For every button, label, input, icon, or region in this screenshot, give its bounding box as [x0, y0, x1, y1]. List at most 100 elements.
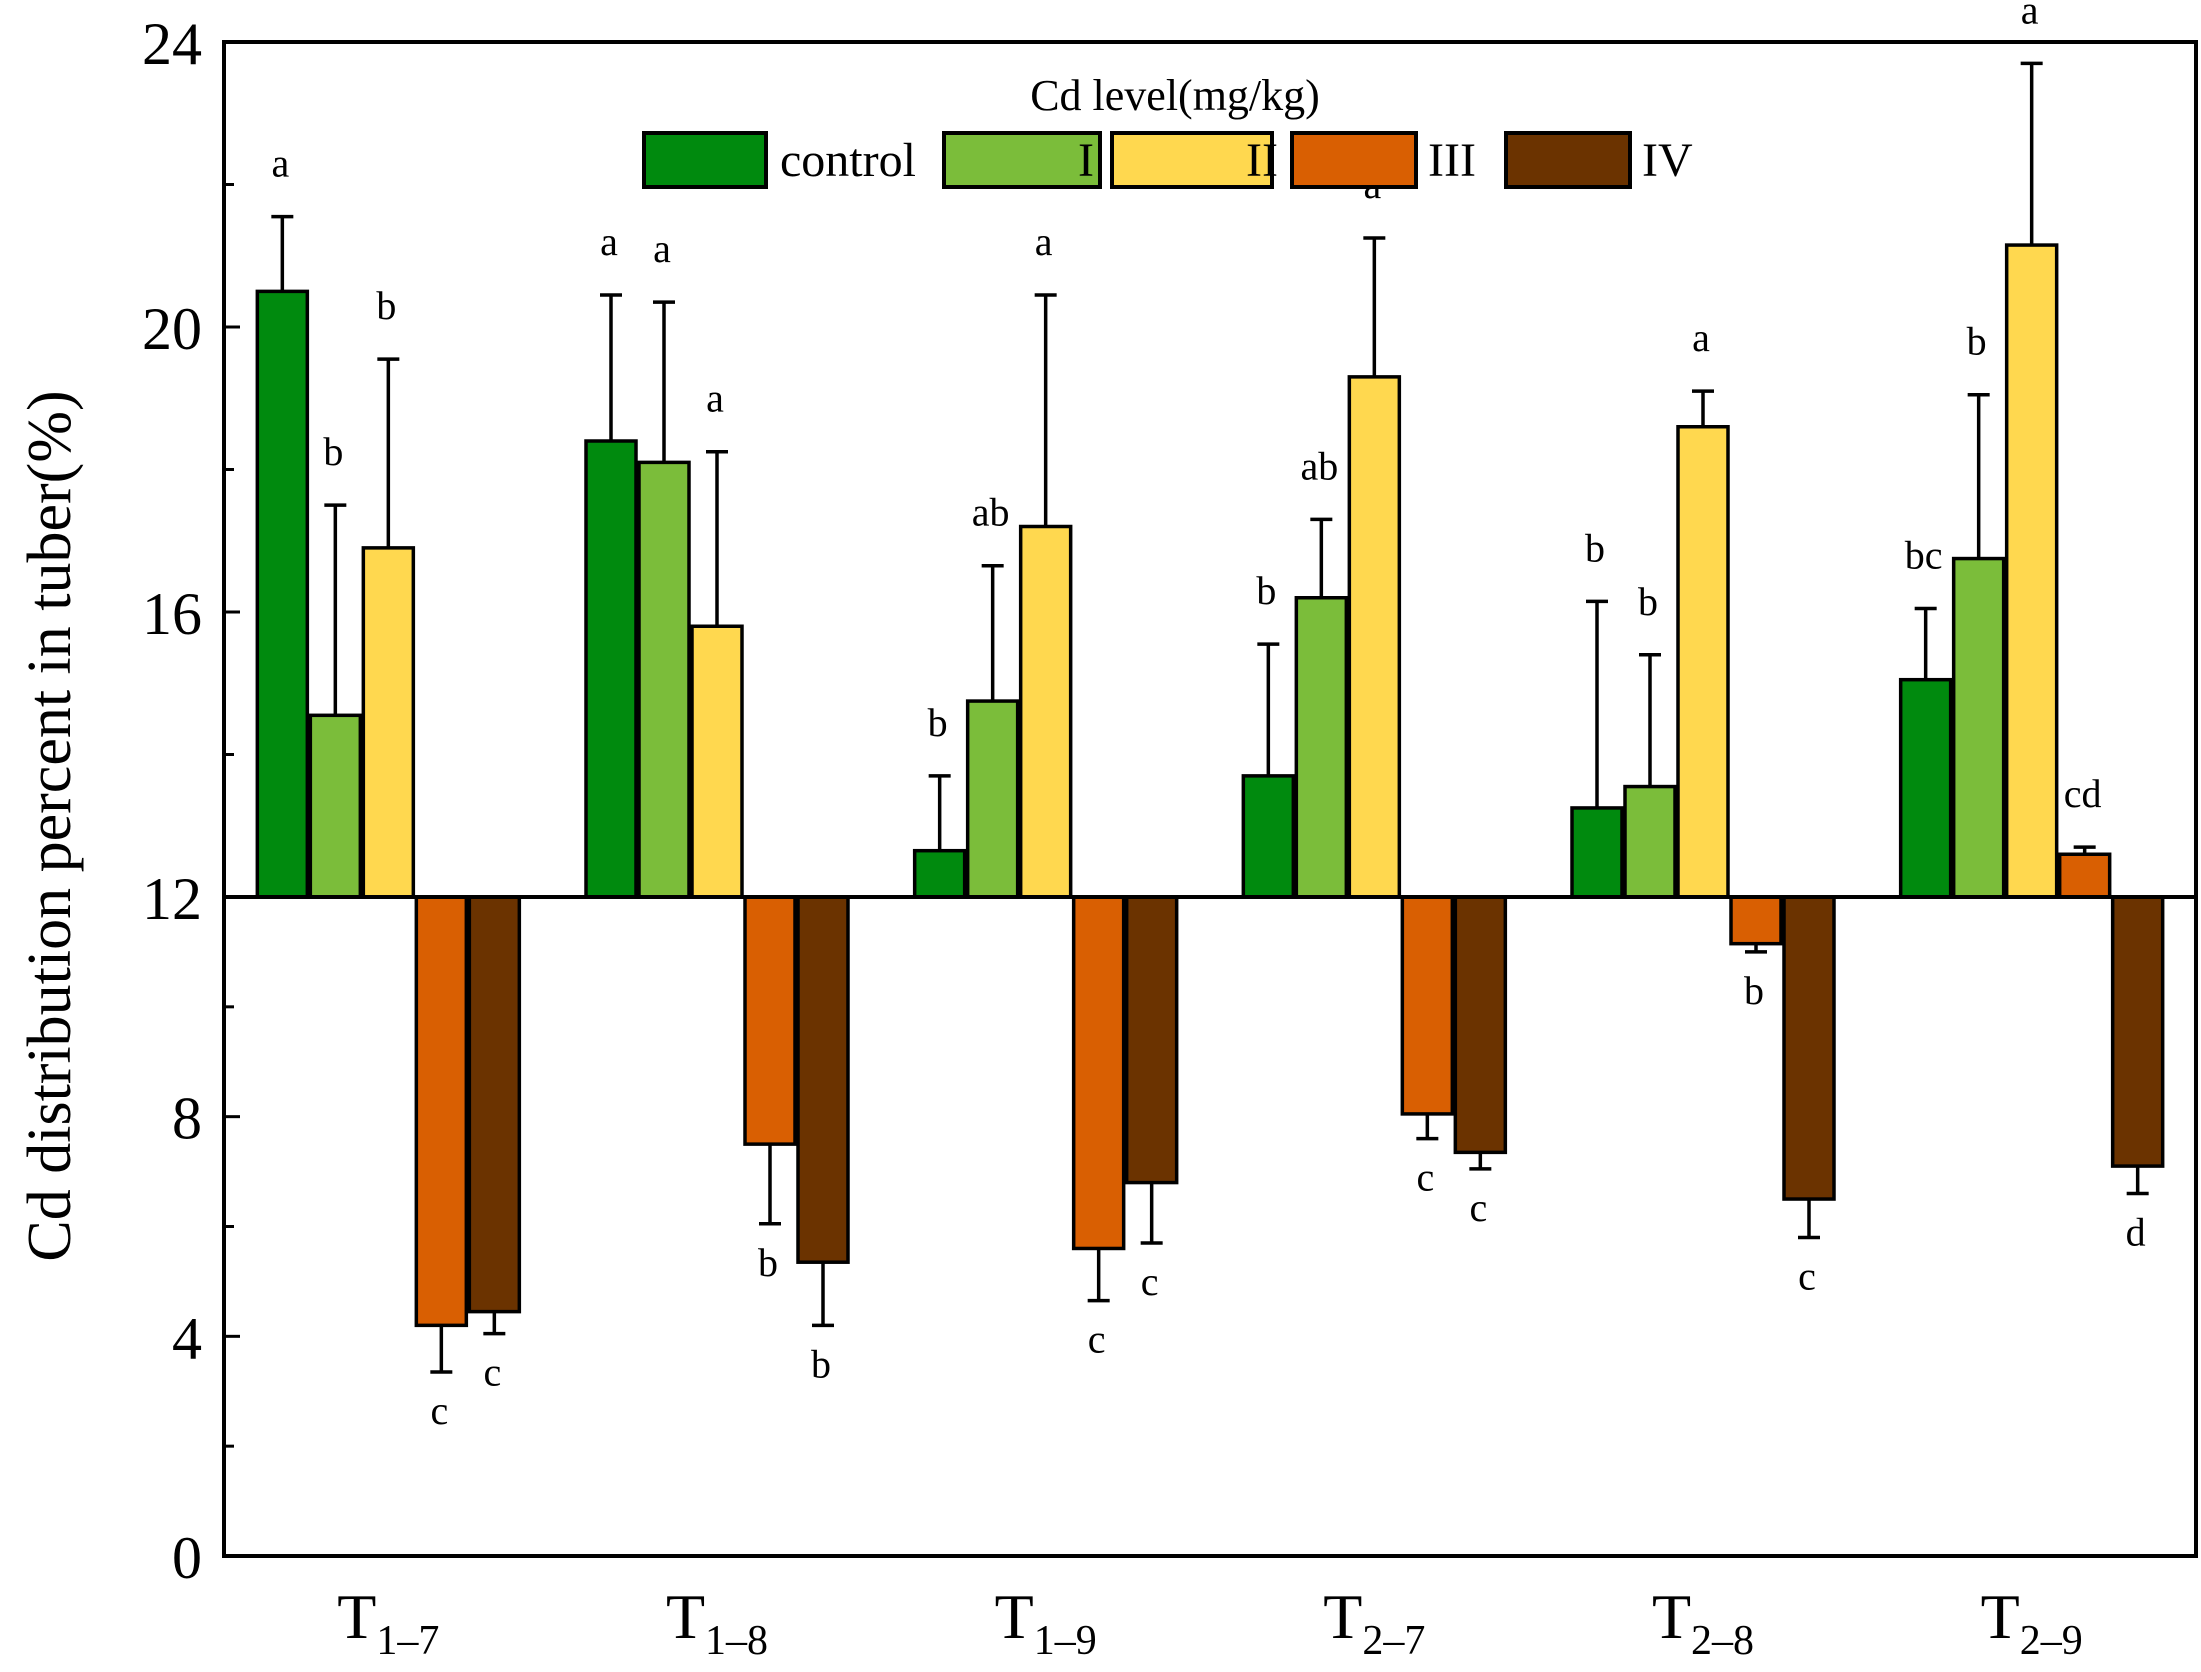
bar — [1124, 895, 1179, 1185]
bar-group-3: b ab a cc — [912, 219, 1179, 1362]
significance-letter: b — [1744, 968, 1764, 1013]
bar — [467, 895, 522, 1314]
significance-letter: b — [811, 1341, 831, 1386]
x-tick-label-main: T — [666, 1581, 705, 1652]
legend-swatch — [1110, 131, 1274, 189]
significance-letter: b — [1967, 319, 1987, 364]
bar-group-1: a b b cc — [255, 141, 522, 1433]
x-tick-label-subscript: 2–9 — [2020, 1618, 2083, 1664]
legend-swatch — [642, 131, 768, 189]
bar — [1623, 784, 1677, 899]
significance-letter: cd — [2064, 771, 2102, 816]
significance-letter: a — [706, 376, 724, 421]
bar — [1676, 425, 1730, 899]
y-tick-label: 16 — [142, 581, 202, 647]
x-tick-label-main: T — [995, 1581, 1034, 1652]
y-tick-label: 20 — [142, 296, 202, 362]
y-tick-label: 8 — [172, 1086, 202, 1152]
significance-letter: b — [376, 283, 396, 328]
x-tick-label-subscript: 1–9 — [1034, 1618, 1097, 1664]
x-tick-label: T2–7 — [1323, 1581, 1425, 1664]
bar — [1347, 375, 1402, 899]
significance-letter: b — [1256, 568, 1276, 613]
x-tick-label-main: T — [1981, 1581, 2020, 1652]
bar — [1071, 895, 1126, 1251]
bar-group-6: bc b a cd d — [1898, 0, 2165, 1255]
significance-letter: c — [1088, 1317, 1106, 1362]
significance-letter: b — [758, 1240, 778, 1285]
legend-label: II — [1246, 134, 1278, 187]
bar — [743, 895, 797, 1146]
x-tick-label: T1–7 — [337, 1581, 439, 1664]
bar — [255, 289, 310, 899]
significance-letter: ab — [1300, 443, 1338, 488]
bar — [912, 848, 967, 899]
significance-letter: c — [430, 1388, 448, 1433]
x-tick-label-main: T — [337, 1581, 376, 1652]
y-tick-label: 0 — [172, 1525, 202, 1591]
significance-letter: ab — [972, 490, 1010, 535]
y-tick-label: 12 — [142, 866, 202, 932]
y-tick-label: 4 — [172, 1305, 202, 1371]
legend-label: III — [1428, 134, 1476, 187]
bar — [965, 699, 1020, 899]
bar — [1951, 556, 2006, 899]
bar — [2004, 243, 2059, 899]
y-tick-label: 24 — [142, 11, 202, 77]
legend-swatch — [1504, 131, 1632, 189]
bar — [1570, 806, 1624, 899]
significance-letter: a — [271, 141, 289, 186]
legend: control I II III IV — [642, 131, 1693, 189]
legend-label: control — [780, 134, 916, 187]
bar — [1453, 895, 1508, 1155]
bar — [1018, 524, 1073, 899]
bar — [1729, 895, 1783, 946]
x-tick-label: T1–9 — [995, 1581, 1097, 1664]
x-tick-label-subscript: 1–8 — [705, 1618, 768, 1664]
bar — [690, 624, 744, 899]
significance-letter: a — [2021, 0, 2039, 32]
x-tick-label-main: T — [1652, 1581, 1691, 1652]
significance-letter: bc — [1905, 532, 1943, 577]
significance-letter: b — [1585, 525, 1605, 570]
x-tick-label: T2–9 — [1981, 1581, 2083, 1664]
bar — [1400, 895, 1455, 1116]
bar — [584, 439, 638, 899]
bar — [637, 460, 691, 899]
significance-letter: c — [1469, 1185, 1487, 1230]
significance-letter: a — [1035, 219, 1053, 264]
bar — [414, 895, 469, 1328]
x-tick-label-main: T — [1323, 1581, 1362, 1652]
x-tick-label-subscript: 2–7 — [1362, 1618, 1425, 1664]
bar — [1782, 895, 1836, 1201]
x-tick-label: T1–8 — [666, 1581, 768, 1664]
bar — [361, 546, 416, 899]
y-axis-title: Cd distribution percent in tuber(%) — [16, 390, 84, 1261]
x-tick-label-subscript: 1–7 — [376, 1618, 439, 1664]
bar — [2057, 852, 2112, 899]
bar — [308, 713, 363, 899]
bar — [1898, 677, 1953, 899]
bar — [1294, 596, 1349, 899]
significance-letter: c — [483, 1350, 501, 1395]
significance-letter: c — [1798, 1253, 1816, 1298]
significance-letter: d — [2126, 1210, 2146, 1255]
bar — [1241, 774, 1296, 899]
legend-label: IV — [1642, 134, 1693, 187]
significance-letter: a — [600, 219, 618, 264]
x-tick-label: T2–8 — [1652, 1581, 1754, 1664]
legend-swatch — [942, 131, 1102, 189]
significance-letter: a — [653, 226, 671, 271]
significance-letter: c — [1416, 1155, 1434, 1200]
significance-letter: a — [1692, 315, 1710, 360]
significance-letter: b — [928, 700, 948, 745]
legend-label: I — [1078, 134, 1094, 187]
legend-title: Cd level(mg/kg) — [1030, 71, 1320, 120]
plot-frame — [222, 40, 2198, 1558]
bar — [2110, 895, 2165, 1168]
